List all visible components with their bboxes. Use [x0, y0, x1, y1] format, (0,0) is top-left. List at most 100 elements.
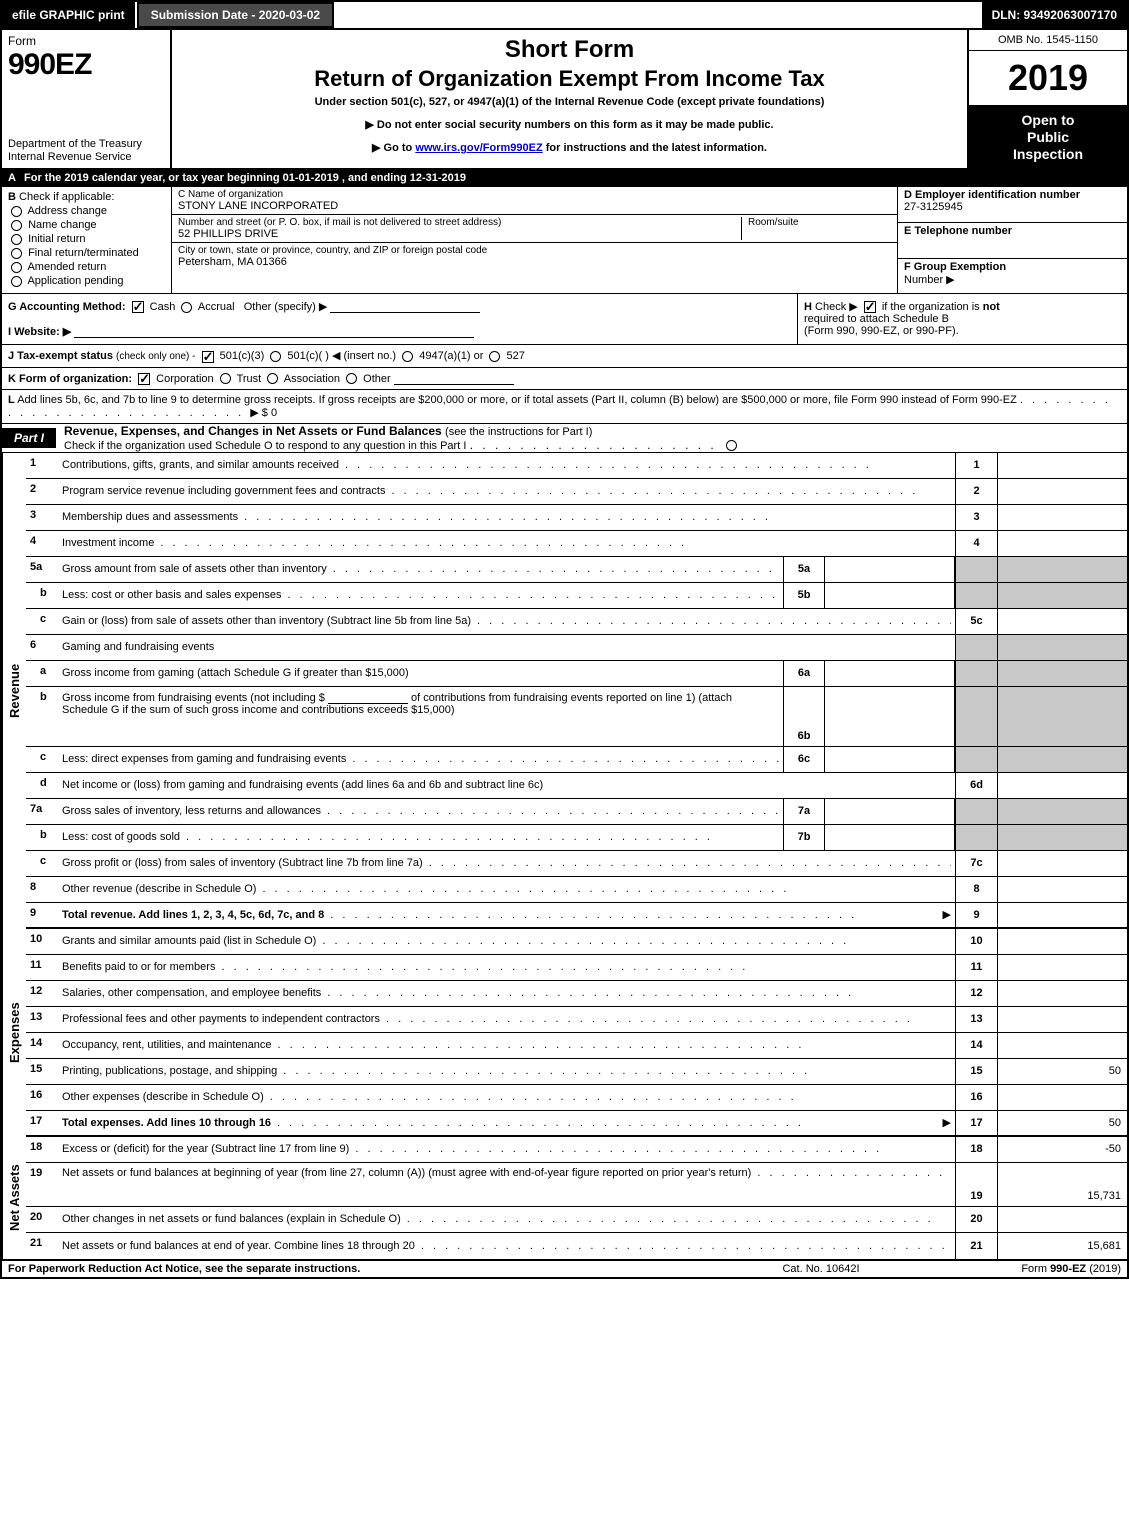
- line-4: 4 Investment income. . . . . . . . . . .…: [26, 531, 1127, 557]
- line-5a: 5a Gross amount from sale of assets othe…: [26, 557, 1127, 583]
- chk-initial-return[interactable]: Initial return: [8, 233, 165, 245]
- irs-link[interactable]: www.irs.gov/Form990EZ: [415, 142, 542, 154]
- open1: Open to: [973, 112, 1123, 129]
- line-21: 21 Net assets or fund balances at end of…: [26, 1233, 1127, 1259]
- line-13: 13 Professional fees and other payments …: [26, 1007, 1127, 1033]
- chk-schedule-b[interactable]: [864, 301, 876, 313]
- department: Department of the Treasury Internal Reve…: [8, 138, 164, 164]
- e-label: E Telephone number: [904, 225, 1121, 237]
- chk-501c[interactable]: [270, 351, 281, 362]
- d-val: 27-3125945: [904, 201, 1121, 213]
- open2: Public: [973, 129, 1123, 146]
- row-l: L Add lines 5b, 6c, and 7b to line 9 to …: [0, 390, 1129, 424]
- header-right: OMB No. 1545-1150 2019 Open to Public In…: [967, 30, 1127, 168]
- form-number: 990EZ: [8, 48, 164, 82]
- efile-print-button[interactable]: efile GRAPHIC print: [2, 2, 137, 28]
- footer: For Paperwork Reduction Act Notice, see …: [0, 1261, 1129, 1279]
- line-7a: 7a Gross sales of inventory, less return…: [26, 799, 1127, 825]
- line-5c: c Gain or (loss) from sale of assets oth…: [26, 609, 1127, 635]
- chk-501c3[interactable]: [202, 351, 214, 363]
- city-label: City or town, state or province, country…: [178, 245, 891, 256]
- chk-association[interactable]: [267, 373, 278, 384]
- line-5b: b Less: cost or other basis and sales ex…: [26, 583, 1127, 609]
- chk-corporation[interactable]: [138, 373, 150, 385]
- line-7b: b Less: cost of goods sold. . . . . . . …: [26, 825, 1127, 851]
- line-8: 8 Other revenue (describe in Schedule O)…: [26, 877, 1127, 903]
- chk-name-change[interactable]: Name change: [8, 219, 165, 231]
- f-cell: F Group Exemption Number ▶: [898, 259, 1127, 294]
- line-16: 16 Other expenses (describe in Schedule …: [26, 1085, 1127, 1111]
- line-11: 11 Benefits paid to or for members. . . …: [26, 955, 1127, 981]
- row-k: K Form of organization: Corporation Trus…: [0, 368, 1129, 390]
- title-short: Short Form: [180, 36, 959, 64]
- line-17: 17 Total expenses. Add lines 10 through …: [26, 1111, 1127, 1137]
- 6b-amount-input[interactable]: [328, 691, 408, 704]
- open-to-public: Open to Public Inspection: [969, 106, 1127, 168]
- footer-cat: Cat. No. 10642I: [721, 1263, 921, 1275]
- other-org-input[interactable]: [394, 372, 514, 385]
- submission-date: Submission Date - 2020-03-02: [137, 2, 334, 28]
- topbar: efile GRAPHIC print Submission Date - 20…: [0, 0, 1129, 30]
- chk-address-change[interactable]: Address change: [8, 205, 165, 217]
- chk-527[interactable]: [489, 351, 500, 362]
- c-label: C Name of organization: [178, 189, 891, 200]
- row-g: G Accounting Method: Cash Accrual Other …: [8, 300, 791, 313]
- line-6b: b Gross income from fundraising events (…: [26, 687, 1127, 747]
- spacer: [334, 2, 981, 28]
- line-19: 19 Net assets or fund balances at beginn…: [26, 1163, 1127, 1207]
- h-label: H: [804, 301, 812, 313]
- form-header: Form 990EZ Department of the Treasury In…: [0, 30, 1129, 170]
- revenue-side-label: Revenue: [2, 453, 26, 929]
- header-center: Short Form Return of Organization Exempt…: [172, 30, 967, 168]
- subhead: Under section 501(c), 527, or 4947(a)(1)…: [180, 96, 959, 108]
- col-c: C Name of organization STONY LANE INCORP…: [172, 187, 897, 293]
- chk-schedule-o[interactable]: [726, 440, 737, 451]
- room-suite: Room/suite: [741, 217, 891, 240]
- line-12: 12 Salaries, other compensation, and emp…: [26, 981, 1127, 1007]
- footer-right: Form 990-EZ (2019): [921, 1263, 1121, 1275]
- k-label: K Form of organization:: [8, 372, 132, 384]
- chk-final-return[interactable]: Final return/terminated: [8, 247, 165, 259]
- line-6a: a Gross income from gaming (attach Sched…: [26, 661, 1127, 687]
- chk-other-org[interactable]: [346, 373, 357, 384]
- revenue-section: Revenue 1 Contributions, gifts, grants, …: [0, 453, 1129, 929]
- f-label: F Group Exemption: [904, 261, 1121, 273]
- chk-amended-return[interactable]: Amended return: [8, 261, 165, 273]
- chk-accrual[interactable]: [181, 302, 192, 313]
- expenses-section: Expenses 10 Grants and similar amounts p…: [0, 929, 1129, 1137]
- part1-title: Revenue, Expenses, and Changes in Net As…: [56, 424, 1127, 452]
- addr-label: Number and street (or P. O. box, if mail…: [178, 217, 741, 228]
- line-9: 9 Total revenue. Add lines 1, 2, 3, 4, 5…: [26, 903, 1127, 929]
- chk-application-pending[interactable]: Application pending: [8, 275, 165, 287]
- revenue-lines: 1 Contributions, gifts, grants, and simi…: [26, 453, 1127, 929]
- l-arrow: ▶ $ 0: [250, 407, 277, 419]
- e-cell: E Telephone number: [898, 223, 1127, 259]
- chk-trust[interactable]: [220, 373, 231, 384]
- line-20: 20 Other changes in net assets or fund b…: [26, 1207, 1127, 1233]
- netassets-section: Net Assets 18 Excess or (deficit) for th…: [0, 1137, 1129, 1261]
- col-b: B Check if applicable: Address change Na…: [2, 187, 172, 293]
- instruction-2: ▶ Go to www.irs.gov/Form990EZ for instru…: [180, 141, 959, 154]
- form-label: Form: [8, 34, 164, 48]
- g-label: G Accounting Method:: [8, 301, 126, 313]
- line-6c: c Less: direct expenses from gaming and …: [26, 747, 1127, 773]
- chk-cash[interactable]: [132, 301, 144, 313]
- part1-header: Part I Revenue, Expenses, and Changes in…: [0, 424, 1129, 453]
- tax-year: 2019: [969, 51, 1127, 106]
- chk-4947[interactable]: [402, 351, 413, 362]
- j-label: J Tax-exempt status: [8, 350, 113, 362]
- d-cell: D Employer identification number 27-3125…: [898, 187, 1127, 223]
- website-input[interactable]: [74, 325, 474, 338]
- line-1: 1 Contributions, gifts, grants, and simi…: [26, 453, 1127, 479]
- omb-number: OMB No. 1545-1150: [969, 30, 1127, 51]
- instruction-1: ▶ Do not enter social security numbers o…: [180, 118, 959, 131]
- col-def: D Employer identification number 27-3125…: [897, 187, 1127, 293]
- line-3: 3 Membership dues and assessments. . . .…: [26, 505, 1127, 531]
- org-name: STONY LANE INCORPORATED: [178, 200, 891, 212]
- other-specify-input[interactable]: [330, 300, 480, 313]
- c-addr-cell: Number and street (or P. O. box, if mail…: [172, 215, 897, 243]
- l-label: L: [8, 394, 15, 406]
- row-i: I Website: ▶: [8, 325, 791, 338]
- line-18: 18 Excess or (deficit) for the year (Sub…: [26, 1137, 1127, 1163]
- inst2-post: for instructions and the latest informat…: [543, 142, 767, 154]
